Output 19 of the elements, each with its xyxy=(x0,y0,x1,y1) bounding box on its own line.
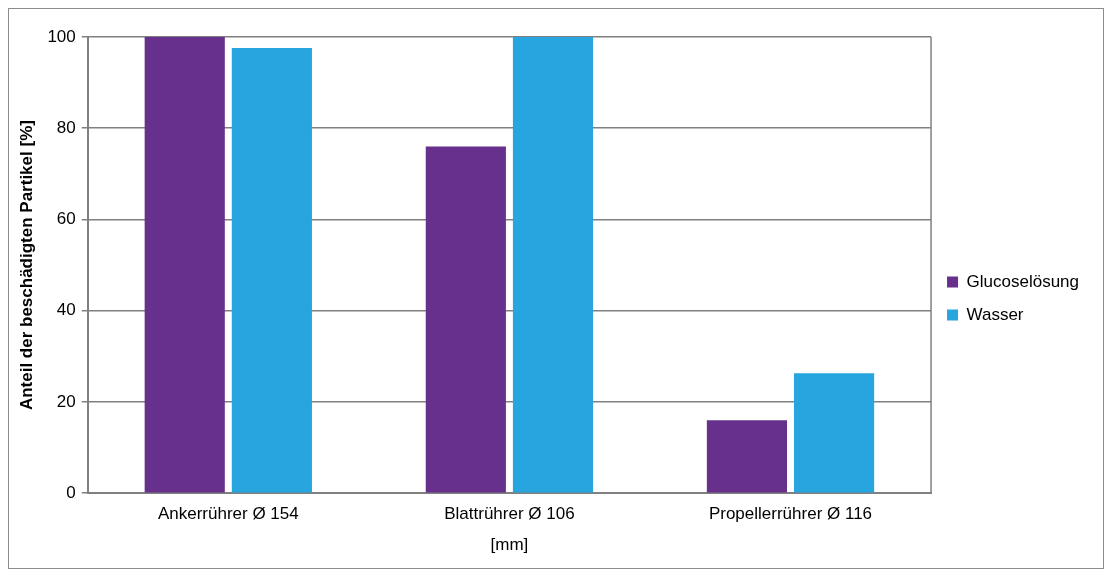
legend-label: Wasser xyxy=(966,304,1024,324)
y-tick-label: 40 xyxy=(56,300,76,320)
x-tick-label: Blattrührer Ø 106 xyxy=(444,504,575,524)
bar xyxy=(706,420,788,493)
x-tick-label: Ankerrührer Ø 154 xyxy=(157,504,299,524)
x-tick-label: Propellerrührer Ø 116 xyxy=(708,504,873,524)
bar xyxy=(144,37,225,493)
y-axis-title: Anteil der beschädigten Partikel [%] xyxy=(16,120,36,411)
y-tick-label: 20 xyxy=(56,391,76,411)
y-tick-label: 60 xyxy=(56,209,76,229)
x-axis-title: [mm] xyxy=(490,535,529,555)
y-tick-label: 100 xyxy=(47,26,76,46)
bar xyxy=(231,47,312,493)
bar xyxy=(512,37,594,493)
bar xyxy=(425,146,506,493)
y-tick-label: 80 xyxy=(56,117,76,137)
legend-label: Glucoselösung xyxy=(966,271,1080,291)
y-tick-label: 0 xyxy=(66,482,76,502)
bar xyxy=(793,373,875,493)
